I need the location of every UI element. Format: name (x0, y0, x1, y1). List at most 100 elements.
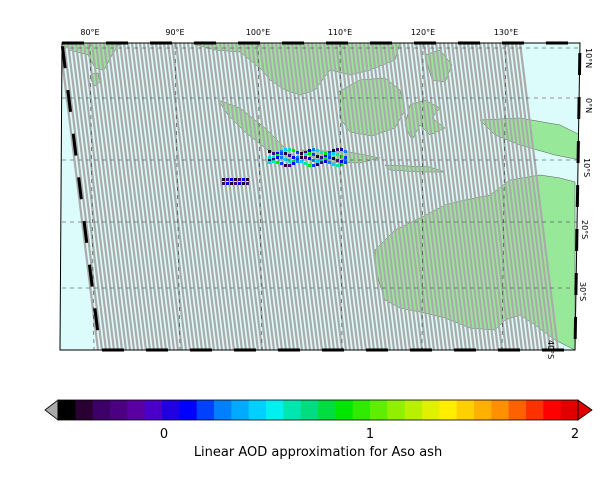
plume-cell (344, 150, 347, 153)
colorbar-cell (127, 400, 146, 420)
colorbar-cell (144, 400, 163, 420)
plume-cell (242, 182, 245, 185)
plume-cell (272, 160, 275, 163)
plume-cell (276, 161, 279, 164)
lat-label-10n: 10°N (584, 48, 593, 68)
lat-label-40s: 40°S (546, 340, 555, 359)
plume-cell (324, 160, 327, 163)
plume-cell (280, 162, 283, 165)
colorbar-cell (439, 400, 458, 420)
plume-cell (336, 148, 339, 151)
colorbar-tick-0: 0 (160, 427, 168, 442)
meridian-line (501, 43, 507, 350)
plume-cell (336, 159, 339, 162)
plume-cell (344, 161, 347, 164)
plume-cell (296, 160, 299, 163)
colorbar-over-arrow (577, 399, 593, 421)
colorbar-cell (560, 400, 579, 420)
plume-cell (284, 148, 287, 151)
map-content (60, 43, 580, 350)
colorbar-cell (179, 400, 198, 420)
satellite-swath-layer (60, 43, 560, 350)
plume-cell (288, 148, 291, 151)
colorbar-cell (266, 400, 284, 420)
colorbar-cell (456, 400, 475, 420)
lon-label-80e: 80°E (80, 28, 99, 37)
plume-cell (296, 158, 299, 161)
colorbar-cell (352, 400, 371, 420)
plume-cell (336, 164, 339, 167)
plume-cell (222, 182, 225, 185)
plume-cell (320, 151, 323, 154)
plume-cell (312, 148, 315, 151)
plume-cell (332, 152, 335, 155)
plume-cell (238, 178, 241, 181)
colorbar-tick-2: 2 (571, 427, 579, 442)
plume-cell (296, 156, 299, 159)
plume-cell (312, 159, 315, 162)
plume-cell (280, 150, 283, 153)
plume-cell (292, 160, 295, 163)
colorbar-cell (75, 400, 94, 420)
plume-cell (304, 151, 307, 154)
lon-label-90e: 90°E (165, 28, 184, 37)
plume-cell (328, 151, 331, 154)
colorbar-cell (110, 400, 128, 420)
plume-cell (308, 157, 311, 160)
plume-cell (320, 161, 323, 164)
plume-cell (312, 153, 315, 156)
lat-label-30s: 30°S (578, 282, 587, 301)
plume-cell (246, 178, 249, 181)
plume-cell (304, 156, 307, 159)
plume-cell (300, 156, 303, 159)
colorbar-title: Linear AOD approximation for Aso ash (194, 445, 442, 460)
plume-cell (332, 149, 335, 152)
plume-cell (292, 156, 295, 159)
plume-cell (340, 163, 343, 166)
colorbar-tick-1: 1 (366, 427, 374, 442)
plume-cell (328, 153, 331, 156)
plume-cell (300, 152, 303, 155)
plume-cell (272, 156, 275, 159)
plume-cell (316, 160, 319, 163)
plume-cell (280, 156, 283, 159)
plume-cell (276, 152, 279, 155)
lat-label-10s: 10°S (582, 158, 591, 177)
plume-cell (344, 156, 347, 159)
plume-cell (316, 163, 319, 166)
colorbar-cell (370, 400, 388, 420)
meridian-line (257, 43, 263, 350)
colorbar-cell (300, 400, 319, 420)
plume-cell (276, 156, 279, 159)
plume-cell (230, 178, 233, 181)
plume-cell (234, 182, 237, 185)
plume-cell (344, 159, 347, 162)
plume-cell (308, 149, 311, 152)
colorbar-cell (58, 400, 76, 420)
lat-labels: 10°N 0°N 10°S 20°S 30°S 40°S (546, 48, 593, 359)
plume-cell (292, 162, 295, 165)
plume-cell (328, 156, 331, 159)
ash-plume (222, 148, 347, 185)
plume-cell (284, 164, 287, 167)
plume-cell (340, 160, 343, 163)
plume-cell (288, 160, 291, 163)
colorbar-cell (526, 400, 544, 420)
plume-cell (304, 153, 307, 156)
plume-cell (226, 182, 229, 185)
meridian-line (89, 43, 95, 350)
plume-cell (336, 153, 339, 156)
colorbar-cell (387, 400, 406, 420)
swath-lines (60, 43, 560, 350)
plume-cell (316, 149, 319, 152)
colorbar-cell (92, 400, 111, 420)
lon-label-130e: 130°E (494, 28, 518, 37)
plume-cell (324, 157, 327, 160)
plume-cell (320, 159, 323, 162)
plume-cell (340, 148, 343, 151)
colorbar-cell (422, 400, 440, 420)
meridian-line (339, 43, 343, 350)
plume-cell (328, 161, 331, 164)
plume-cell (246, 182, 249, 185)
